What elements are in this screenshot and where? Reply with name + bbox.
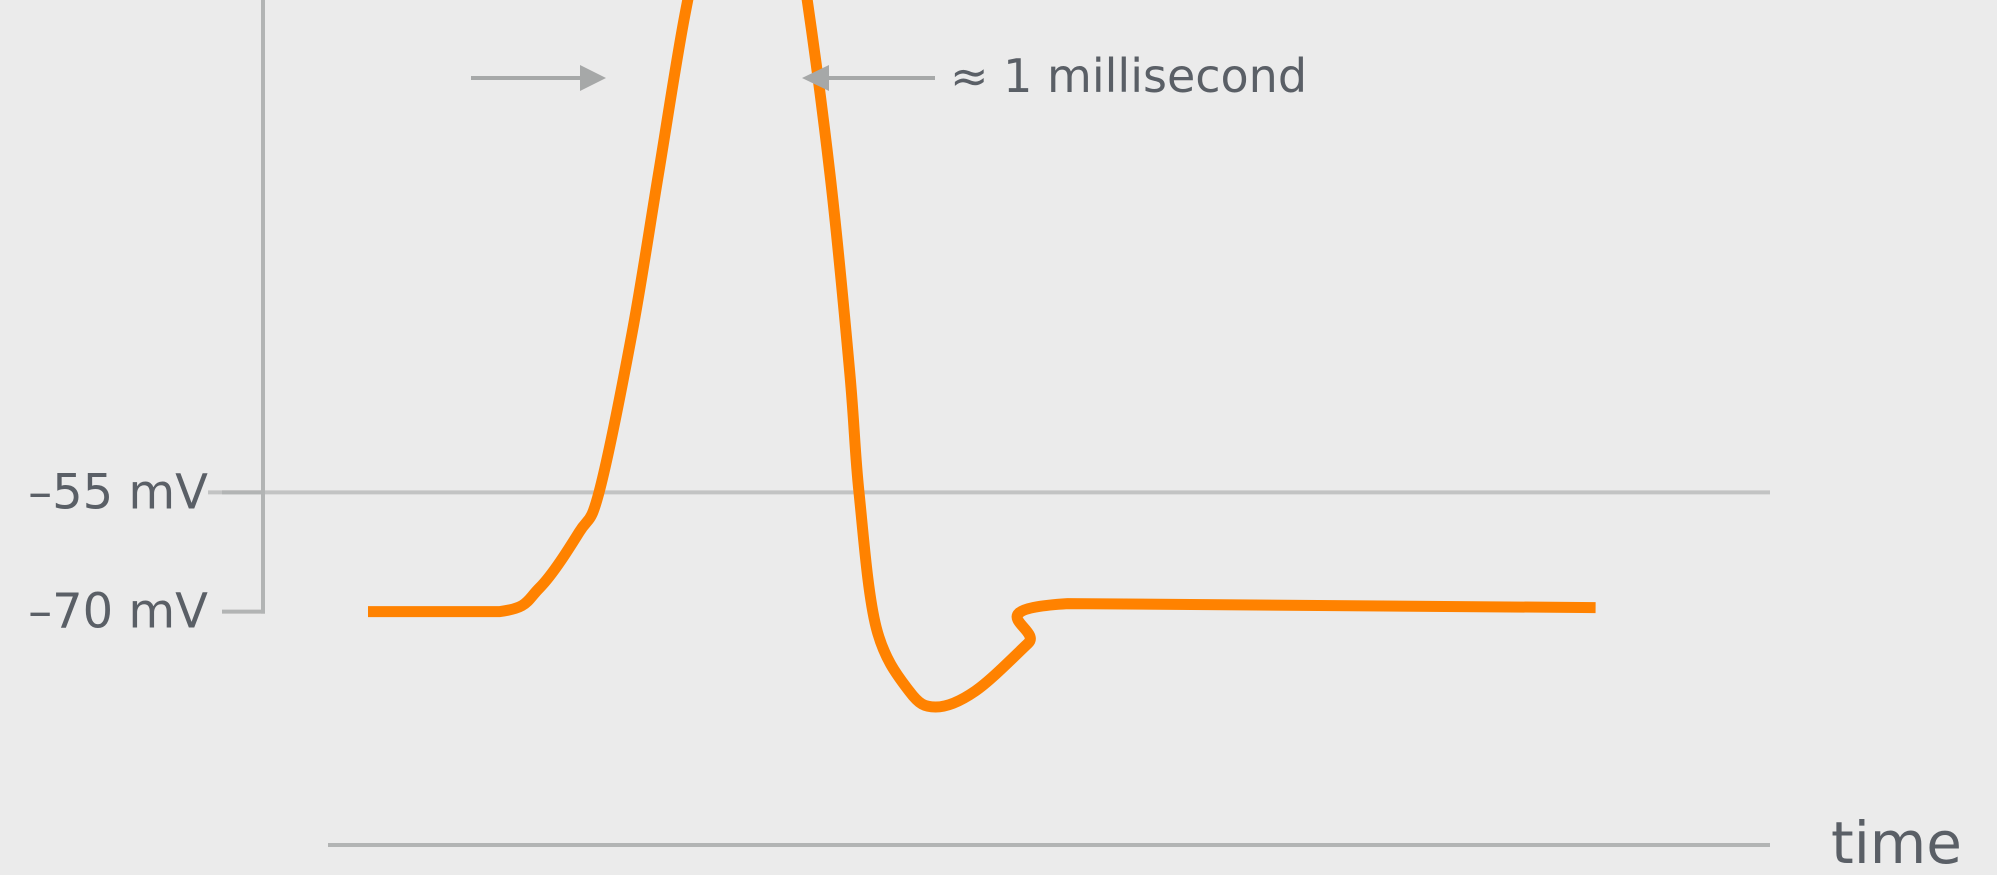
y-tick-label: –55 mV bbox=[28, 464, 208, 520]
y-tick-label: –70 mV bbox=[28, 584, 208, 640]
duration-marker: ≈ 1 millisecond bbox=[471, 49, 1307, 103]
right-arrowhead-icon bbox=[802, 64, 829, 91]
left-arrowhead-icon bbox=[580, 64, 606, 91]
duration-annotation: ≈ 1 millisecond bbox=[950, 49, 1307, 103]
membrane-potential-trace bbox=[368, 0, 1596, 713]
y-axis: +30 mV–55 mV–70 mV bbox=[28, 0, 265, 640]
x-axis-label: time bbox=[1831, 809, 1962, 875]
